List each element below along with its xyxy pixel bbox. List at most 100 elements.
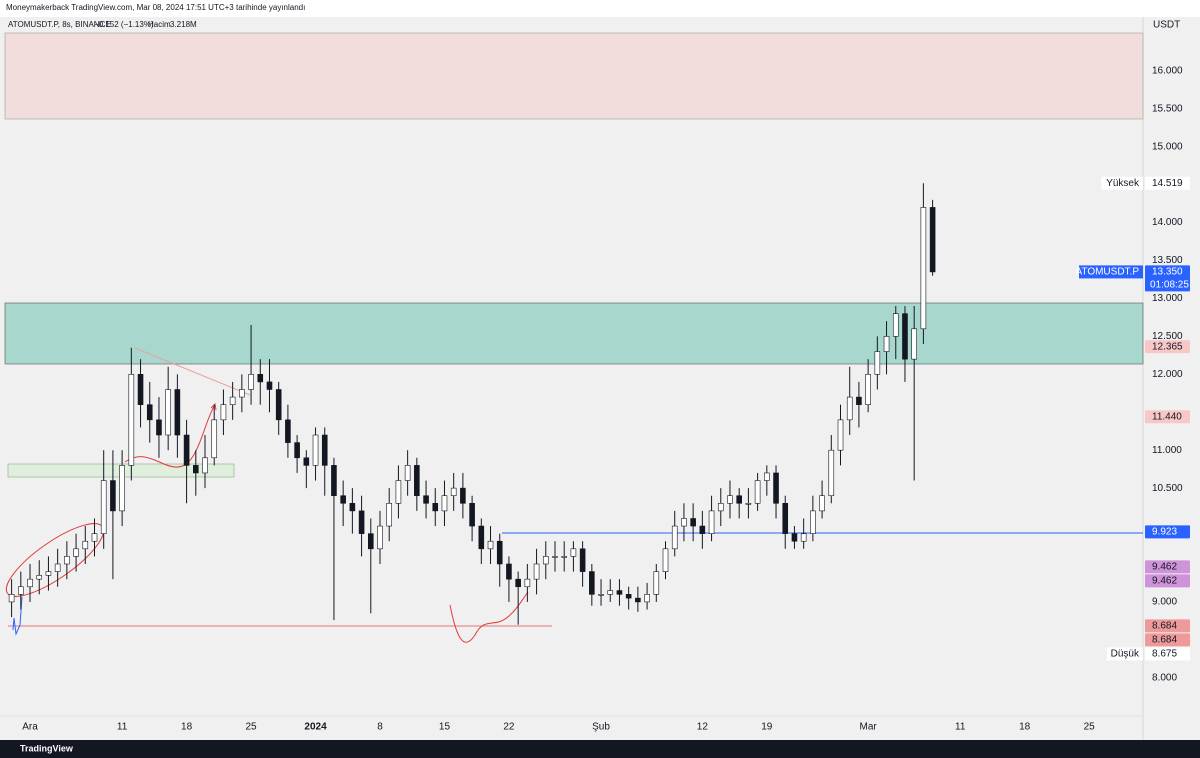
x-tick-label: 22 xyxy=(503,722,515,733)
candle-body xyxy=(395,480,402,504)
candle-body xyxy=(321,434,328,466)
candle-body xyxy=(533,563,540,580)
candle-body xyxy=(506,563,512,580)
candle-body xyxy=(892,313,899,337)
candle-body xyxy=(91,533,98,542)
candle-body xyxy=(469,502,475,527)
bottom-bar xyxy=(0,740,1200,758)
candle-body xyxy=(257,374,264,383)
y-tick-label: 12.000 xyxy=(1152,369,1183,380)
candle-body xyxy=(45,571,52,576)
y-tick-label: 16.000 xyxy=(1152,66,1183,77)
candle-body xyxy=(902,313,908,360)
candle-body xyxy=(367,533,374,550)
x-tick-label: 12 xyxy=(697,722,709,733)
candle-body xyxy=(865,374,871,405)
candle-body xyxy=(635,597,641,603)
candle-body xyxy=(681,518,687,527)
price-tag-label: 14.519 xyxy=(1152,178,1183,189)
legend-symbol: ATOMUSDT.P, 8s, BINANCE xyxy=(8,20,111,29)
candle-body xyxy=(644,594,650,603)
demand-zone xyxy=(4,302,1144,365)
price-tag xyxy=(1145,176,1190,190)
arrow-head xyxy=(210,402,217,411)
price-tag-label: 8.684 xyxy=(1152,635,1177,646)
price-tag-label: 9.462 xyxy=(1152,562,1177,573)
candle-body xyxy=(800,533,807,542)
candle-body xyxy=(579,548,586,572)
candle-body xyxy=(220,404,227,421)
countdown: 01:08:25 xyxy=(1150,280,1189,291)
plot-bg xyxy=(0,17,1143,740)
candle-body xyxy=(331,465,337,497)
price-tag-name: Yüksek xyxy=(1106,178,1140,189)
price-tag-label: 12.365 xyxy=(1152,341,1183,352)
candle-body xyxy=(561,556,568,558)
candle-body xyxy=(699,525,706,534)
price-tag-name-bg xyxy=(1107,647,1143,661)
candle-body xyxy=(386,502,393,527)
candle-body xyxy=(174,389,181,436)
y-tick-label: 13.500 xyxy=(1152,255,1183,266)
trend-line xyxy=(134,347,251,396)
y-tick-label: 11.000 xyxy=(1152,445,1182,456)
candle-body xyxy=(837,419,844,451)
price-tag-label: 8.675 xyxy=(1152,649,1177,660)
price-tag-name: Düşük xyxy=(1111,649,1140,660)
x-tick-label: 18 xyxy=(181,722,193,733)
candle-body xyxy=(432,502,439,512)
candle-body xyxy=(487,540,494,550)
candle-body xyxy=(73,548,79,557)
candle-body xyxy=(791,533,798,542)
price-tag xyxy=(1145,265,1190,292)
price-tag-label: 11.440 xyxy=(1152,411,1182,422)
price-tag xyxy=(1145,574,1190,588)
candle-body xyxy=(874,351,881,375)
candle-body xyxy=(303,457,310,466)
plot-layer: Ara 11 18 25 2024 8 15 22 Şub 12 19 Mar 11 18 25 16.000… xyxy=(8,66,1190,733)
candle-body xyxy=(727,495,733,504)
price-tag xyxy=(1145,560,1190,574)
candle-body xyxy=(607,590,614,595)
candle-body xyxy=(404,465,411,481)
price-tag-label: 9.923 xyxy=(1152,527,1177,538)
candle-body xyxy=(266,381,273,390)
candle-body xyxy=(625,594,632,599)
candle-body xyxy=(312,434,319,466)
candle-body xyxy=(589,571,595,595)
candle-body xyxy=(349,502,356,512)
candle-body xyxy=(846,396,853,421)
currency: USDT xyxy=(1153,20,1180,31)
candle-body xyxy=(773,472,779,504)
price-tag-name-bg xyxy=(1079,265,1143,279)
x-tick-label: 8 xyxy=(377,722,383,733)
candle-body xyxy=(754,480,761,504)
price-tag xyxy=(1145,340,1190,354)
candle-body xyxy=(414,465,420,497)
candle-body xyxy=(929,207,936,273)
candle-body xyxy=(211,419,218,459)
y-tick-label: 15.500 xyxy=(1152,103,1183,114)
candle-body xyxy=(110,480,116,512)
candle-body xyxy=(27,578,33,588)
y-tick-label: 10.500 xyxy=(1152,483,1183,494)
price-tag xyxy=(1145,647,1190,661)
candle-body xyxy=(423,495,429,504)
candle-body xyxy=(671,525,678,550)
candle-body xyxy=(146,404,153,421)
candle-body xyxy=(856,396,862,405)
price-tag-label: 9.462 xyxy=(1152,576,1177,587)
candle-body xyxy=(515,578,521,588)
candle-body xyxy=(819,495,825,512)
candle-body xyxy=(662,548,669,572)
candle-body xyxy=(828,449,835,497)
y-tick-label: 14.000 xyxy=(1152,217,1183,228)
candle-body xyxy=(119,465,125,512)
candle-body xyxy=(8,594,15,603)
y-tick-label: 9.000 xyxy=(1152,597,1177,608)
candle-body xyxy=(377,525,383,550)
x-tick-label: 11 xyxy=(955,722,966,733)
pattern-curve xyxy=(449,591,529,643)
